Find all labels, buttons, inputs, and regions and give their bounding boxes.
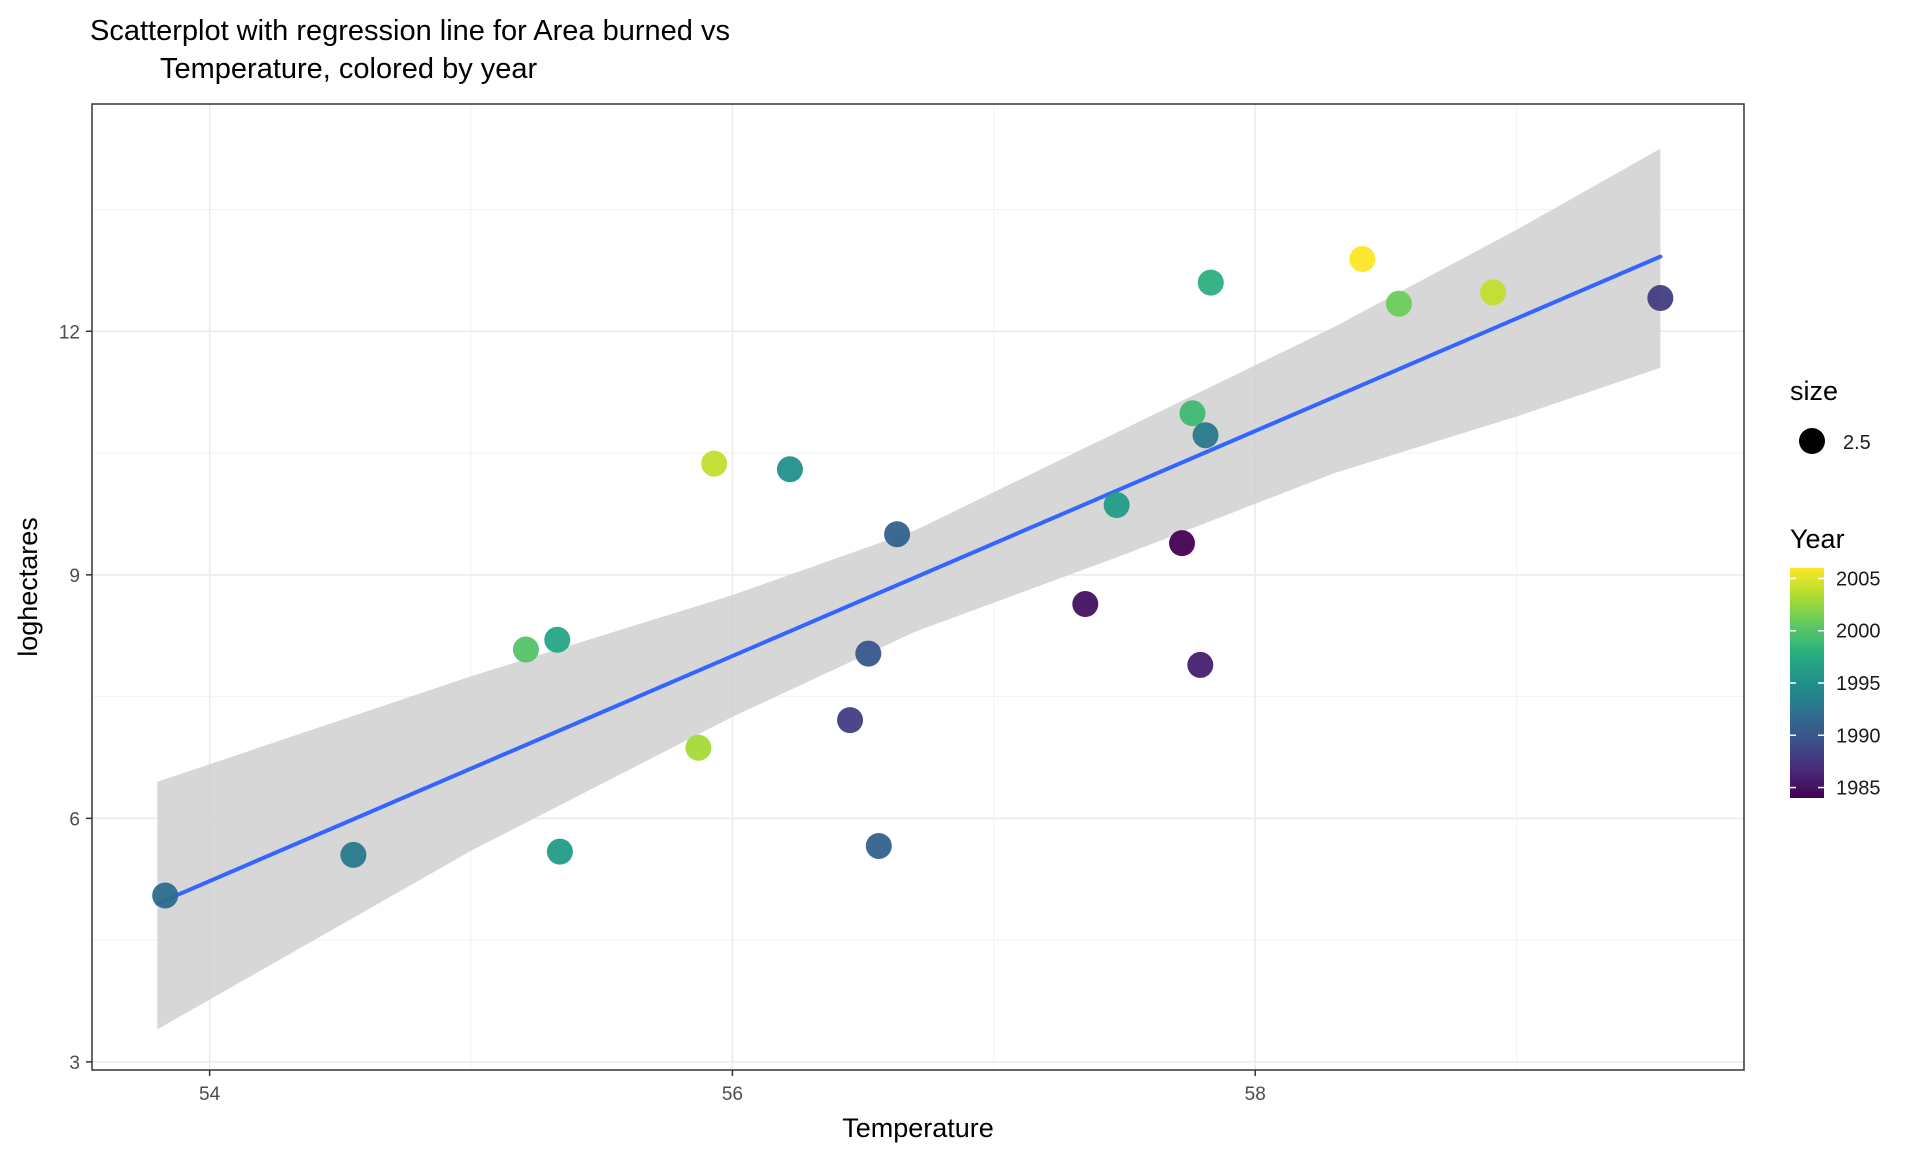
data-point [855, 640, 882, 667]
grid-major [92, 104, 1744, 1070]
data-point [701, 450, 728, 477]
legend-year-ticks: 2005 2000 1995 1990 1985 [1790, 568, 1881, 800]
data-point [1187, 651, 1214, 678]
points-layer [152, 246, 1674, 909]
data-point [685, 734, 712, 761]
regression-line [155, 254, 1663, 906]
data-point [1197, 269, 1224, 296]
y-tick-label: 12 [59, 322, 80, 343]
data-point [546, 838, 573, 865]
legend-year-label: 1985 [1836, 778, 1881, 800]
y-tick-label: 3 [69, 1053, 80, 1074]
x-tick-label: 54 [199, 1084, 221, 1105]
y-axis: 3 6 9 12 [59, 322, 92, 1074]
chart-title-line-1: Scatterplot with regression line for Are… [90, 15, 730, 47]
data-point [1072, 591, 1099, 618]
y-tick-label: 6 [69, 809, 80, 830]
data-point [1647, 285, 1674, 312]
y-axis-label: loghectares [13, 517, 43, 657]
legend-year-label: 2000 [1836, 621, 1881, 643]
x-axis: 54 56 58 [199, 1070, 1266, 1105]
data-point [1103, 492, 1130, 519]
data-point [1349, 246, 1376, 273]
data-point [544, 626, 571, 653]
x-tick-label: 56 [722, 1084, 743, 1105]
data-point [1169, 530, 1196, 557]
data-point [512, 636, 539, 663]
legend-size-key [1799, 428, 1825, 454]
data-point [1192, 422, 1219, 449]
plot-panel-border [91, 103, 1745, 1071]
data-point [837, 707, 864, 734]
confidence-band [157, 148, 1661, 1030]
data-point [1179, 400, 1206, 427]
y-tick-label: 9 [69, 566, 80, 587]
data-point [340, 841, 367, 868]
data-point [152, 882, 179, 909]
legend-year-label: 2005 [1836, 568, 1881, 590]
data-point [1480, 279, 1507, 306]
data-point [776, 456, 803, 483]
chart-title-line-2: Temperature, colored by year [160, 53, 538, 85]
legend-year-label: 1995 [1836, 673, 1881, 695]
legend-year-label: 1990 [1836, 725, 1881, 747]
legend-size: size 2.5 [1790, 376, 1871, 454]
data-point [865, 832, 892, 859]
legend-size-label: 2.5 [1843, 432, 1871, 454]
legend-size-title: size [1790, 376, 1838, 406]
x-axis-label: Temperature [842, 1113, 994, 1143]
legend-year-title: Year [1790, 524, 1845, 554]
legend-year: Year 2005 2000 1995 1990 1985 [1790, 524, 1881, 800]
data-point [1385, 290, 1412, 317]
x-tick-label: 58 [1245, 1084, 1266, 1105]
data-point [884, 521, 911, 548]
